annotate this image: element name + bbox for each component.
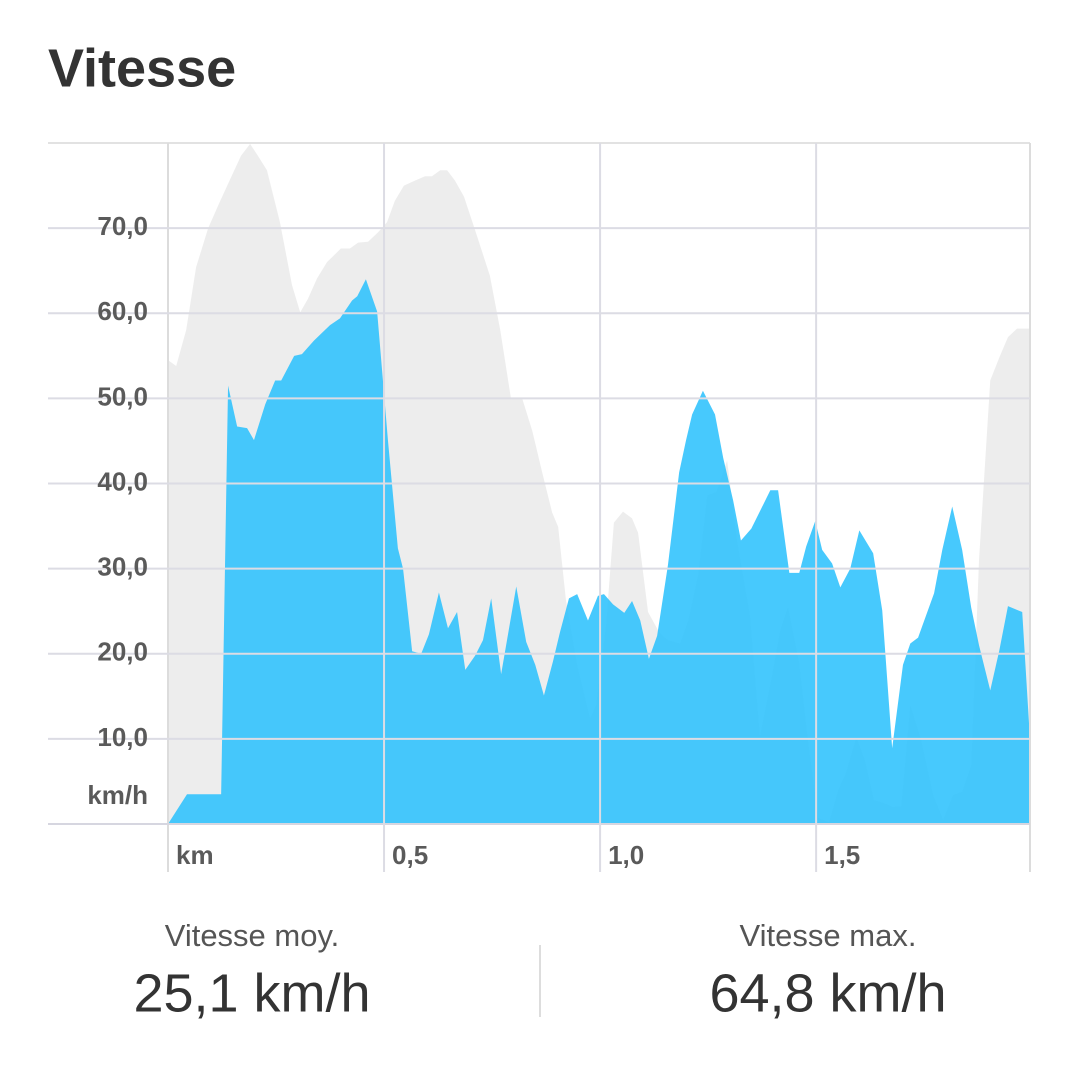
y-tick-label: 30,0 (97, 552, 148, 582)
stat-label: Vitesse moy. (165, 918, 340, 953)
y-tick-label: 20,0 (97, 637, 148, 667)
x-tick-label: 0,5 (392, 840, 428, 870)
y-tick-label: 10,0 (97, 722, 148, 752)
area (168, 279, 1030, 824)
y-tick-label: 70,0 (97, 211, 148, 241)
x-tick-label: 1,0 (608, 840, 644, 870)
stat-value: 25,1 km/h (133, 963, 370, 1023)
y-tick-label: 60,0 (97, 296, 148, 326)
stat-value: 64,8 km/h (709, 963, 946, 1023)
axes: 10,0 20,0 30,0 40,0 50,0 60,0 70,0 0,5 1,0 1,5 (48, 143, 1031, 872)
plot: 10,0 20,0 30,0 40,0 50,0 60,0 70,0 0,5 1,0 1,5 (48, 142, 1031, 872)
y-axis-label: km/h (87, 780, 148, 810)
y-tick-label: 50,0 (97, 381, 148, 411)
x-tick-label: 1,5 (824, 840, 860, 870)
stat-label: Vitesse max. (740, 918, 917, 953)
chart-title: Vitesse (48, 38, 236, 98)
x-axis-label: km (176, 840, 214, 870)
y-tick-label: 40,0 (97, 466, 148, 496)
